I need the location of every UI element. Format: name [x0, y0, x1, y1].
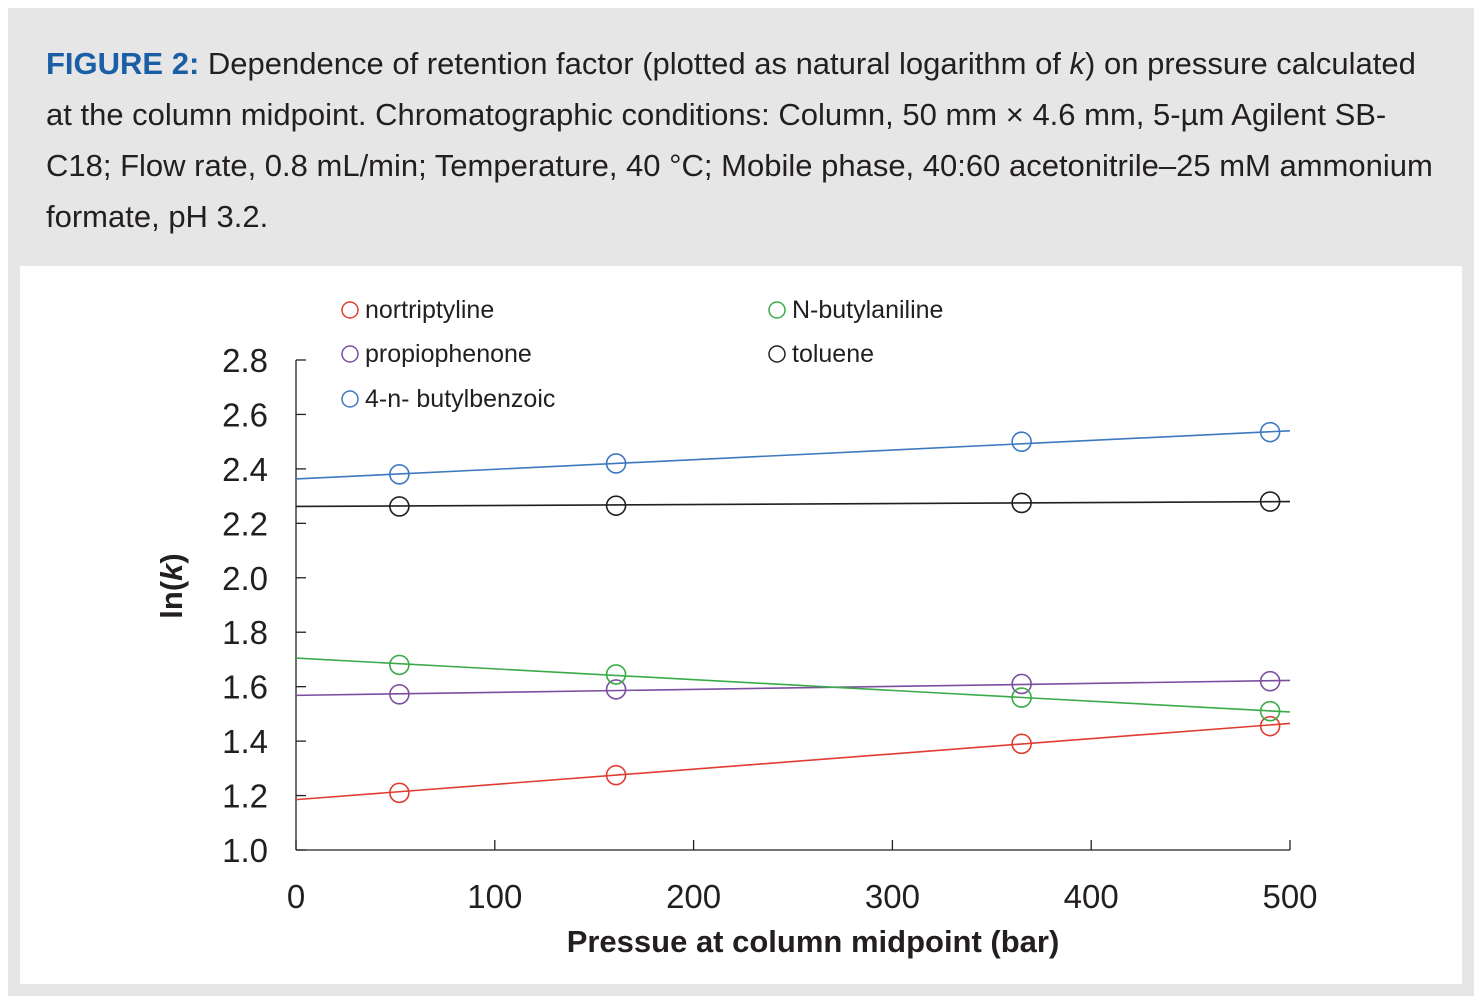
y-tick-label: 2.6: [222, 396, 268, 433]
y-tick-label: 1.0: [222, 832, 268, 869]
data-point-propiophenone: [1259, 670, 1281, 692]
y-tick-label: 1.8: [222, 614, 268, 651]
figure-label: FIGURE 2:: [46, 46, 200, 81]
y-tick-label: 1.4: [222, 723, 268, 760]
y-tick-label: 2.8: [222, 342, 268, 379]
y-axis-title-prefix: ln(: [154, 580, 189, 619]
legend-marker-4-n-butylbenzoic: [341, 390, 359, 408]
data-point-toluene: [389, 496, 410, 517]
data-point-4-n-butylbenzoic: [1259, 421, 1281, 443]
fit-line-n-butylaniline: [295, 657, 1291, 713]
caption-k: k: [1069, 46, 1086, 81]
legend-marker-nortriptyline: [341, 301, 359, 319]
x-axis-title: Pressue at column midpoint (bar): [567, 924, 1060, 959]
x-tick-label: 300: [865, 878, 920, 915]
caption-text-2: ) on pressure calculated at the column m…: [46, 46, 1433, 234]
data-point-toluene: [605, 495, 627, 516]
x-tick-label: 500: [1262, 878, 1317, 915]
figure-caption: FIGURE 2: Dependence of retention factor…: [46, 38, 1446, 242]
legend-label-nortriptyline: nortriptyline: [365, 296, 494, 324]
fit-line-toluene: [295, 500, 1291, 508]
data-point-propiophenone: [605, 679, 627, 700]
plot-area: 1.0 1.2 1.4 1.6 1.8 2.0 2.2 2.4 2.6 2.8 0 100 200 300…: [20, 266, 1462, 984]
y-tick-label: 2.2: [222, 505, 268, 542]
axes: 1.0 1.2 1.4 1.6 1.8 2.0 2.2 2.4 2.6 2.8 0 100 200 300…: [222, 342, 1317, 915]
data-point-toluene: [1259, 491, 1281, 512]
data-point-4-n-butylbenzoic: [1011, 431, 1032, 452]
data-point-4-n-butylbenzoic: [389, 464, 410, 485]
legend-marker-n-butylaniline: [768, 301, 786, 319]
data-point-n-butylaniline: [389, 654, 410, 676]
data-point-nortriptyline: [605, 764, 627, 786]
data-point-n-butylaniline: [1259, 700, 1281, 722]
legend-label-4-n-butylbenzoic: 4-n- butylbenzoic: [365, 385, 555, 413]
legend: nortriptyline propiophenone 4-n- butylbenz…: [341, 296, 943, 413]
legend-label-n-butylaniline: N-butylaniline: [792, 296, 943, 324]
y-tick-label: 2.4: [222, 451, 268, 488]
fit-line-4-n-butylbenzoic: [295, 429, 1291, 480]
legend-marker-toluene: [768, 345, 786, 363]
y-axis-title-suffix: ): [154, 553, 189, 563]
figure-frame: FIGURE 2: Dependence of retention factor…: [8, 8, 1474, 996]
data-point-nortriptyline: [1011, 733, 1032, 755]
y-axis-title: ln(k): [154, 553, 189, 618]
y-tick-label: 1.6: [222, 669, 268, 706]
legend-label-propiophenone: propiophenone: [365, 340, 532, 368]
data-point-propiophenone: [389, 683, 410, 705]
legend-marker-propiophenone: [341, 345, 359, 363]
data-point-propiophenone: [1011, 673, 1032, 695]
data-point-4-n-butylbenzoic: [605, 453, 627, 474]
y-tick-label: 2.0: [222, 560, 268, 597]
data-point-n-butylaniline: [605, 664, 627, 685]
data-points: [389, 421, 1281, 804]
legend-label-toluene: toluene: [792, 340, 874, 368]
y-axis-title-k: k: [154, 562, 189, 581]
fit-lines: [295, 429, 1291, 801]
x-tick-label: 200: [666, 878, 721, 915]
data-point-toluene: [1011, 492, 1032, 514]
data-point-nortriptyline: [1259, 715, 1281, 737]
x-tick-label: 400: [1064, 878, 1119, 915]
x-tick-label: 0: [287, 878, 305, 915]
data-point-nortriptyline: [389, 782, 410, 804]
fit-line-nortriptyline: [295, 722, 1291, 801]
y-tick-label: 1.2: [222, 778, 268, 815]
chart: 1.0 1.2 1.4 1.6 1.8 2.0 2.2 2.4 2.6 2.8 0 100 200 300…: [154, 296, 1318, 959]
caption-text-1: Dependence of retention factor (plotted …: [199, 46, 1070, 81]
x-tick-label: 100: [467, 878, 522, 915]
fit-line-propiophenone: [295, 679, 1291, 697]
data-point-n-butylaniline: [1011, 687, 1032, 708]
